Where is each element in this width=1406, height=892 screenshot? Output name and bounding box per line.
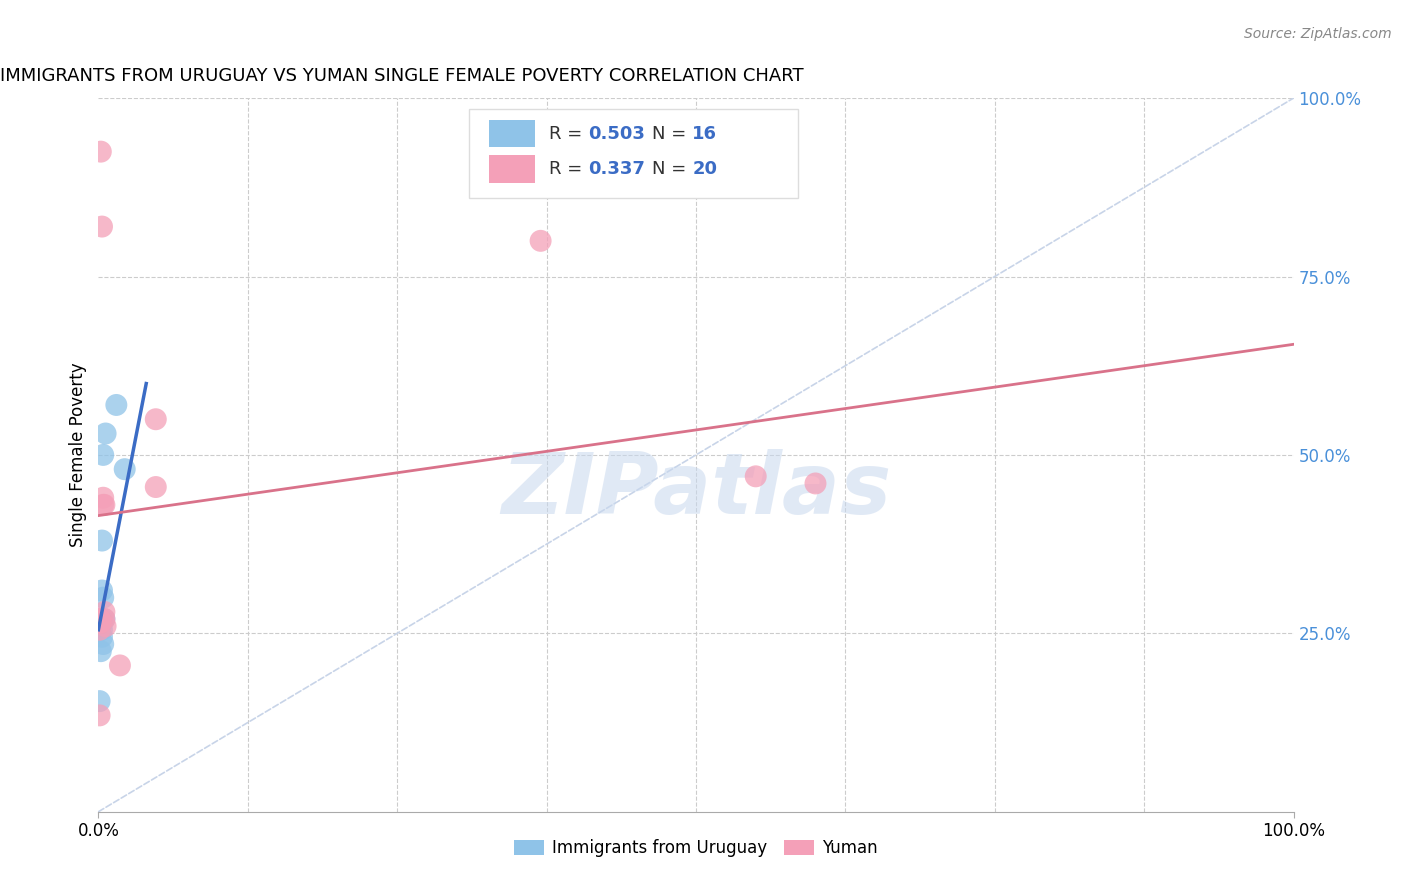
Y-axis label: Single Female Poverty: Single Female Poverty [69,363,87,547]
Point [91,448,114,462]
Text: 20: 20 [692,160,717,178]
FancyBboxPatch shape [470,109,797,198]
Text: N =: N = [652,160,692,178]
Point [108,658,131,673]
Point [89,615,111,630]
Point [91,637,114,651]
FancyBboxPatch shape [489,120,534,147]
Point [91,583,114,598]
Text: ZIPatlas: ZIPatlas [501,449,891,533]
Point [529,234,551,248]
Text: R =: R = [548,160,588,178]
Point [91,623,114,637]
Point [91,491,114,505]
Point [90,619,112,633]
Point [93,605,115,619]
Text: Source: ZipAtlas.com: Source: ZipAtlas.com [1244,27,1392,41]
Point [91,615,114,630]
Text: 16: 16 [692,125,717,143]
Text: 0.337: 0.337 [589,160,645,178]
Point [145,412,167,426]
Point [89,612,111,626]
Point [91,498,114,512]
Point [91,612,114,626]
Point [145,480,167,494]
Point [745,469,768,483]
Point [94,619,117,633]
Point [804,476,827,491]
Point [93,612,115,626]
Text: IMMIGRANTS FROM URUGUAY VS YUMAN SINGLE FEMALE POVERTY CORRELATION CHART: IMMIGRANTS FROM URUGUAY VS YUMAN SINGLE … [0,68,804,86]
Point [105,398,128,412]
Point [89,708,111,723]
Point [91,630,114,644]
Point [89,612,111,626]
Text: 0.503: 0.503 [589,125,645,143]
Point [91,219,114,234]
Text: R =: R = [548,125,588,143]
Point [93,612,115,626]
Legend: Immigrants from Uruguay, Yuman: Immigrants from Uruguay, Yuman [508,833,884,864]
Text: N =: N = [652,125,692,143]
Point [94,426,117,441]
Point [89,694,111,708]
Point [90,145,112,159]
Point [89,623,111,637]
Point [114,462,136,476]
Point [91,591,114,605]
Point [91,533,114,548]
FancyBboxPatch shape [489,155,534,183]
Point [90,615,112,630]
Point [93,498,115,512]
Point [90,644,112,658]
